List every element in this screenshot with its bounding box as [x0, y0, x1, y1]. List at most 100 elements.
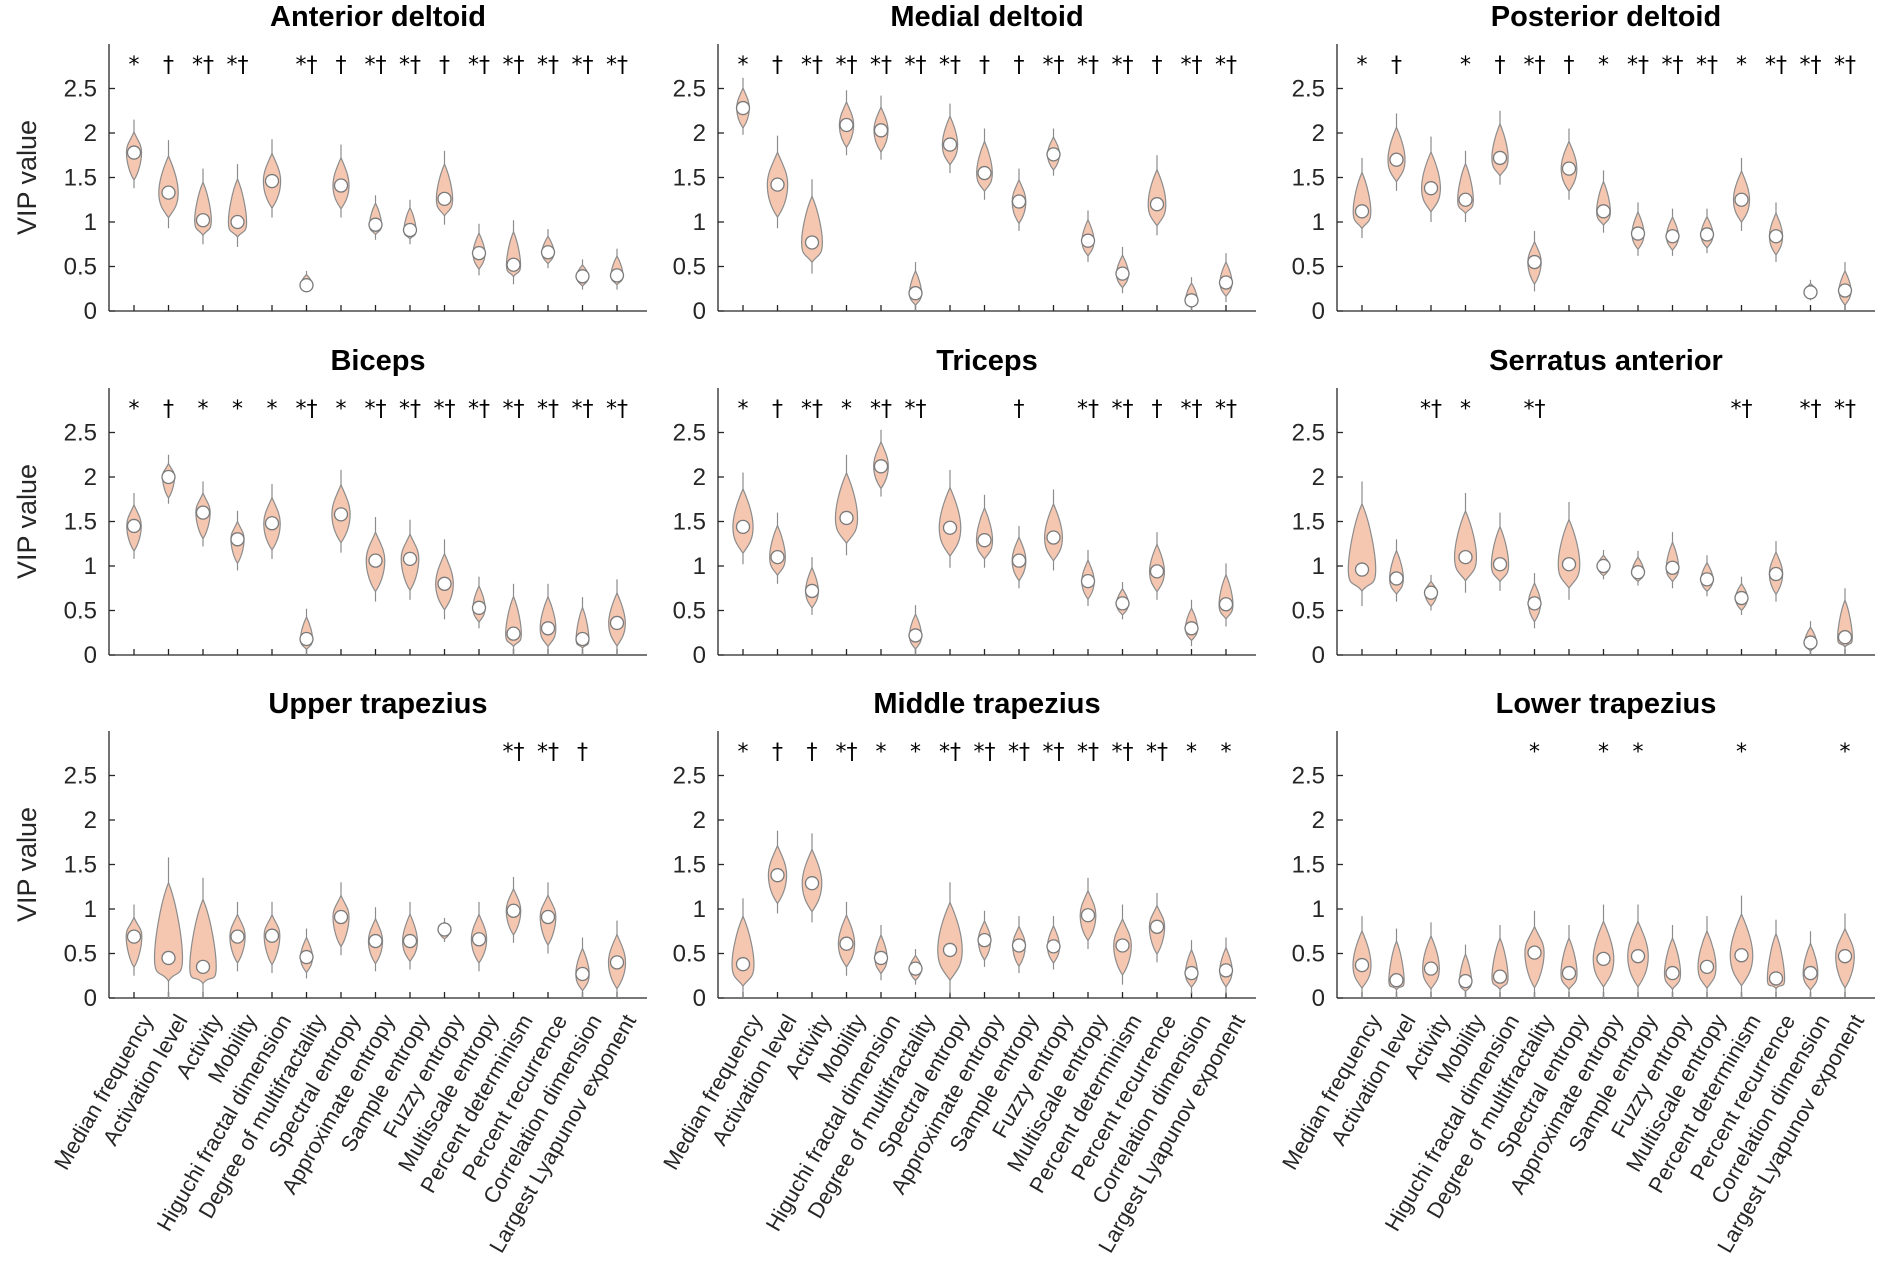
- y-tick-label: 1: [84, 553, 97, 580]
- median-marker: [540, 909, 556, 925]
- median-marker: [609, 268, 625, 283]
- violin-body: [1557, 518, 1581, 590]
- median-marker: [1492, 969, 1508, 984]
- median-marker: [1837, 949, 1853, 964]
- y-tick-label: 2: [693, 120, 706, 147]
- significance-marker: *: [267, 397, 278, 422]
- significance-marker: *: [1529, 740, 1540, 765]
- y-tick-label: 1: [1312, 896, 1325, 923]
- median-marker: [1699, 572, 1715, 587]
- significance-marker: *†: [503, 397, 525, 422]
- y-tick-label: 0: [84, 985, 97, 1012]
- significance-marker: †: [163, 53, 174, 78]
- significance-marker: *†: [1627, 53, 1649, 78]
- y-tick-label: 1.5: [673, 165, 706, 192]
- y-tick-label: 0: [693, 642, 706, 669]
- significance-marker: *†: [537, 740, 559, 765]
- y-tick-label: 0.5: [673, 941, 706, 968]
- median-marker: [230, 929, 245, 944]
- significance-marker: *: [910, 740, 921, 765]
- median-marker: [230, 532, 245, 547]
- median-marker: [1218, 275, 1234, 290]
- significance-marker: *†: [503, 740, 525, 765]
- median-marker: [1665, 965, 1680, 981]
- median-marker: [908, 961, 923, 976]
- significance-marker: †: [1014, 397, 1025, 422]
- median-marker: [1046, 147, 1061, 162]
- median-marker: [1768, 971, 1784, 986]
- y-tick-label: 0: [84, 298, 97, 325]
- median-marker: [333, 909, 349, 925]
- median-marker: [873, 123, 889, 138]
- y-tick-label: 0.5: [673, 254, 706, 281]
- y-tick-label: 0: [84, 642, 97, 669]
- y-tick-label: 2: [693, 807, 706, 834]
- y-tick-label: 2: [84, 807, 97, 834]
- median-marker: [1080, 233, 1096, 248]
- y-tick-label: 1.5: [64, 165, 97, 192]
- violin-body: [435, 162, 454, 217]
- significance-marker: †: [336, 53, 347, 78]
- violin-body: [731, 914, 755, 988]
- y-tick-label: 0.5: [64, 598, 97, 625]
- significance-marker: *†: [1662, 53, 1684, 78]
- significance-marker: *†: [537, 397, 559, 422]
- median-marker: [368, 217, 383, 232]
- median-marker: [770, 868, 785, 883]
- significance-marker: *: [1357, 53, 1368, 78]
- significance-marker: †: [1152, 53, 1163, 78]
- significance-marker: *†: [1731, 397, 1753, 422]
- significance-marker: *: [1460, 397, 1471, 422]
- violin-body: [1491, 122, 1509, 177]
- significance-marker: *†: [974, 740, 996, 765]
- y-tick-label: 1: [693, 896, 706, 923]
- significance-marker: *†: [1112, 53, 1134, 78]
- y-tick-label: 0.5: [1292, 254, 1325, 281]
- y-tick-label: 0.5: [673, 598, 706, 625]
- y-tick-label: 1: [1312, 209, 1325, 236]
- median-marker: [1837, 283, 1853, 298]
- median-marker: [1458, 192, 1473, 207]
- median-marker: [575, 966, 590, 982]
- significance-marker: *†: [296, 397, 318, 422]
- significance-marker: *†: [905, 53, 927, 78]
- median-marker: [1596, 951, 1611, 966]
- significance-marker: *: [232, 397, 243, 422]
- median-marker: [299, 278, 314, 293]
- significance-marker: *: [738, 53, 749, 78]
- significance-marker: *: [198, 397, 209, 422]
- violin-body: [1347, 502, 1377, 593]
- median-marker: [977, 533, 992, 548]
- y-tick-label: 2.5: [64, 763, 97, 790]
- significance-marker: *: [738, 397, 749, 422]
- median-marker: [1630, 565, 1646, 580]
- median-marker: [1011, 194, 1027, 209]
- significance-marker: *: [876, 740, 887, 765]
- significance-marker: *†: [192, 53, 214, 78]
- median-marker: [1423, 585, 1439, 600]
- median-marker: [402, 933, 418, 949]
- significance-marker: *†: [1181, 397, 1203, 422]
- median-marker: [1803, 965, 1818, 981]
- significance-marker: †: [577, 740, 588, 765]
- significance-marker: *: [129, 53, 140, 78]
- median-marker: [1734, 590, 1749, 606]
- median-marker: [1665, 560, 1680, 575]
- violin-body: [153, 881, 184, 983]
- median-marker: [506, 903, 521, 918]
- violin-body: [1218, 573, 1234, 620]
- panel-title: Triceps: [936, 345, 1038, 377]
- significance-marker: *†: [434, 397, 456, 422]
- significance-marker: *: [129, 397, 140, 422]
- median-marker: [1803, 285, 1818, 300]
- significance-marker: *†: [468, 53, 490, 78]
- significance-marker: *†: [905, 397, 927, 422]
- median-marker: [609, 955, 625, 970]
- y-tick-label: 2.5: [64, 76, 97, 103]
- median-marker: [1596, 558, 1611, 574]
- median-marker: [1561, 965, 1577, 981]
- significance-marker: *†: [503, 53, 525, 78]
- median-marker: [1218, 597, 1234, 612]
